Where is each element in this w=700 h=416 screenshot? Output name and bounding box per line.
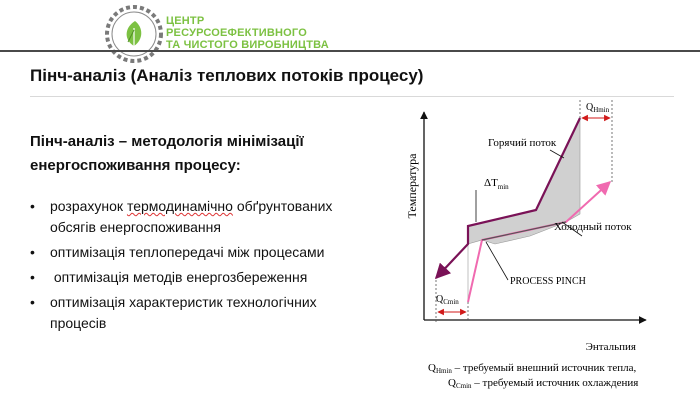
slide-title: Пінч-аналіз (Аналіз теплових потоків про…	[30, 66, 424, 85]
org-name: ЦЕНТР РЕСУРСОЕФЕКТИВНОГО ТА ЧИСТОГО ВИРО…	[166, 15, 329, 51]
bullet-item: • оптимізація методів енергозбереження	[30, 267, 370, 288]
org-line-3: ТА ЧИСТОГО ВИРОБНИЦТВА	[166, 39, 329, 51]
pinch-label: PROCESS PINCH	[510, 276, 586, 287]
bullet-icon: •	[30, 198, 35, 214]
y-axis-label: Температура	[405, 153, 419, 219]
bullet-text: оптимізація характеристик технологічних …	[50, 294, 317, 331]
bullet-icon: •	[30, 269, 35, 285]
dt-label: ΔTmin	[484, 177, 509, 191]
hot-stream-label: Горячий поток	[488, 137, 557, 149]
header: ЦЕНТР РЕСУРСОЕФЕКТИВНОГО ТА ЧИСТОГО ВИРО…	[0, 0, 700, 63]
bullet-item: • оптимізація характеристик технологічни…	[30, 292, 370, 334]
bullet-icon: •	[30, 294, 35, 310]
cold-label-pointer	[561, 221, 583, 237]
bullet-text: оптимізація теплопередачі між процесами	[50, 244, 325, 260]
cold-stream-label: Холодный поток	[554, 221, 632, 233]
pinch-label-pointer	[485, 241, 509, 281]
hot-stream-line	[434, 117, 581, 280]
title-divider	[30, 96, 674, 97]
header-divider	[0, 50, 700, 52]
logo-icon	[105, 5, 163, 63]
pinch-diagram: Температура Энтальпия QHmin QCmin ΔTmin …	[405, 100, 647, 390]
legend-qc: QCmin – требуемый источник охлаждения	[448, 377, 638, 390]
hot-label-pointer	[549, 149, 565, 159]
qc-label: QCmin	[436, 294, 459, 306]
legend-qh: QHmin – требуемый внешний источник тепла…	[428, 362, 636, 375]
org-line-2: РЕСУРСОЕФЕКТИВНОГО	[166, 27, 307, 39]
bullet-list: • розрахунок термодинамічно обґрунтовани…	[30, 196, 370, 338]
bullet-text-pre: розрахунок	[50, 198, 127, 214]
bullet-text: оптимізація методів енергозбереження	[50, 269, 308, 285]
bullet-icon: •	[30, 244, 35, 260]
org-line-1: ЦЕНТР	[166, 15, 205, 27]
bullet-item: • оптимізація теплопередачі між процесам…	[30, 242, 370, 263]
qh-label: QHmin	[586, 102, 610, 114]
x-axis-label: Энтальпия	[586, 341, 636, 353]
slide-subtitle: Пінч-аналіз – методологія мінімізації ен…	[30, 133, 304, 174]
cold-stream-overlay	[481, 221, 567, 241]
spellcheck-marked-word: термодинамічно	[126, 198, 233, 214]
bullet-item: • розрахунок термодинамічно обґрунтовани…	[30, 196, 370, 238]
bullet-text-post: обґрунтованих обсягів енергоспоживання	[50, 198, 333, 235]
